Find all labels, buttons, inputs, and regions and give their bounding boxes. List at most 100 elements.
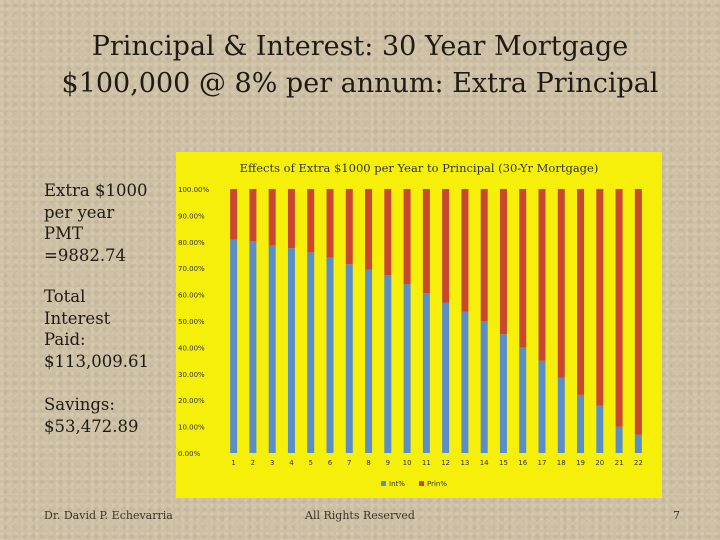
x-tick-label: 11 <box>422 459 431 467</box>
bar-principal <box>268 189 276 245</box>
chart-container: Effects of Extra $1000 per Year to Princ… <box>176 152 662 498</box>
savings-line: Savings: <box>44 395 115 414</box>
page-number: 7 <box>673 509 680 522</box>
x-tick-label: 8 <box>366 459 370 467</box>
title-line-1: Principal & Interest: 30 Year Mortgage <box>91 31 629 62</box>
bar-interest <box>365 269 373 453</box>
extra-payment-block: Extra $1000 per year PMT =9882.74 <box>44 180 169 266</box>
bar-interest <box>307 252 315 453</box>
bar-principal <box>519 189 527 348</box>
bar-principal <box>403 189 411 285</box>
y-tick-label: 50.00% <box>178 318 205 326</box>
bar-principal <box>326 189 334 258</box>
bar-interest <box>538 360 546 453</box>
legend-swatch-principal <box>419 481 424 486</box>
bar-principal <box>615 189 623 427</box>
author-footer: Dr. David P. Echevarria <box>44 509 173 522</box>
bar-interest <box>615 426 623 453</box>
bar-principal <box>230 189 238 240</box>
bar-principal <box>307 189 315 253</box>
extra-payment-line: Extra $1000 <box>44 181 148 200</box>
y-tick-label: 10.00% <box>178 424 205 432</box>
bar-principal <box>634 189 642 435</box>
x-tick-label: 3 <box>270 459 274 467</box>
x-tick-label: 7 <box>347 459 351 467</box>
x-tick-label: 15 <box>499 459 508 467</box>
bar-interest <box>461 311 469 453</box>
legend-label: Prin% <box>427 480 447 488</box>
bar-interest <box>403 284 411 453</box>
stacked-bar-chart: Effects of Extra $1000 per Year to Princ… <box>178 161 643 488</box>
bar-interest <box>268 244 276 453</box>
bar-principal <box>365 189 373 270</box>
bar-principal <box>480 189 488 321</box>
bar-interest <box>442 302 450 453</box>
y-tick-label: 80.00% <box>178 239 205 247</box>
bar-principal <box>345 189 353 265</box>
y-tick-label: 20.00% <box>178 397 205 405</box>
total-interest-line: Interest <box>44 308 111 328</box>
bar-interest <box>519 347 527 453</box>
y-tick-label: 100.00% <box>178 186 209 194</box>
x-tick-label: 22 <box>634 459 643 467</box>
bar-principal <box>538 189 546 361</box>
x-tick-label: 2 <box>251 459 255 467</box>
x-tick-label: 19 <box>576 459 585 467</box>
title-line-2: $100,000 @ 8% per annum: Extra Principal <box>61 68 659 99</box>
x-tick-label: 1 <box>231 459 235 467</box>
x-tick-label: 14 <box>480 459 489 467</box>
bar-interest <box>345 264 353 453</box>
total-interest-block: Total Interest Paid: $113,009.61 <box>44 286 169 372</box>
bar-principal <box>384 189 392 276</box>
y-tick-label: 70.00% <box>178 265 205 273</box>
bar-principal <box>249 189 257 242</box>
x-tick-label: 18 <box>557 459 566 467</box>
x-tick-label: 13 <box>460 459 469 467</box>
x-tick-label: 17 <box>538 459 547 467</box>
bar-principal <box>422 189 430 294</box>
y-tick-label: 30.00% <box>178 371 205 379</box>
bar-interest <box>230 239 238 453</box>
extra-payment-line: PMT <box>44 224 84 243</box>
rights-footer: All Rights Reserved <box>305 509 415 522</box>
savings-block: Savings: $53,472.89 <box>44 394 169 437</box>
bar-principal <box>577 189 585 395</box>
bar-principal <box>287 189 295 249</box>
bar-principal <box>499 189 507 335</box>
total-interest-line: Total <box>44 287 86 306</box>
legend-label: Int% <box>389 480 405 488</box>
extra-payment-line: =9882.74 <box>44 245 127 265</box>
y-tick-label: 40.00% <box>178 344 205 352</box>
x-tick-label: 9 <box>386 459 390 467</box>
y-tick-label: 60.00% <box>178 292 205 300</box>
x-tick-label: 16 <box>518 459 527 467</box>
x-tick-label: 6 <box>328 459 333 467</box>
bar-principal <box>557 189 565 378</box>
x-tick-label: 10 <box>403 459 412 467</box>
x-tick-label: 21 <box>615 459 624 467</box>
x-tick-label: 12 <box>441 459 450 467</box>
x-tick-label: 4 <box>289 459 294 467</box>
total-interest-line: $113,009.61 <box>44 351 149 371</box>
bar-interest <box>384 275 392 453</box>
savings-line: $53,472.89 <box>44 416 139 436</box>
legend-swatch-interest <box>381 481 386 486</box>
bar-principal <box>596 189 604 406</box>
bar-interest <box>499 334 507 453</box>
bar-interest <box>634 434 642 453</box>
chart-title: Effects of Extra $1000 per Year to Princ… <box>240 161 599 175</box>
y-tick-label: 90.00% <box>178 212 205 220</box>
bar-interest <box>596 405 604 453</box>
bar-interest <box>249 241 257 453</box>
bar-interest <box>422 293 430 453</box>
bar-interest <box>480 321 488 453</box>
bar-principal <box>461 189 469 312</box>
bar-interest <box>287 248 295 453</box>
slide-title: Principal & Interest: 30 Year Mortgage $… <box>0 28 720 102</box>
x-tick-label: 5 <box>308 459 312 467</box>
extra-payment-line: per year <box>44 202 115 222</box>
y-tick-label: 0.00% <box>178 450 201 458</box>
total-interest-line: Paid: <box>44 330 86 349</box>
bar-interest <box>557 377 565 453</box>
bar-interest <box>326 257 334 453</box>
